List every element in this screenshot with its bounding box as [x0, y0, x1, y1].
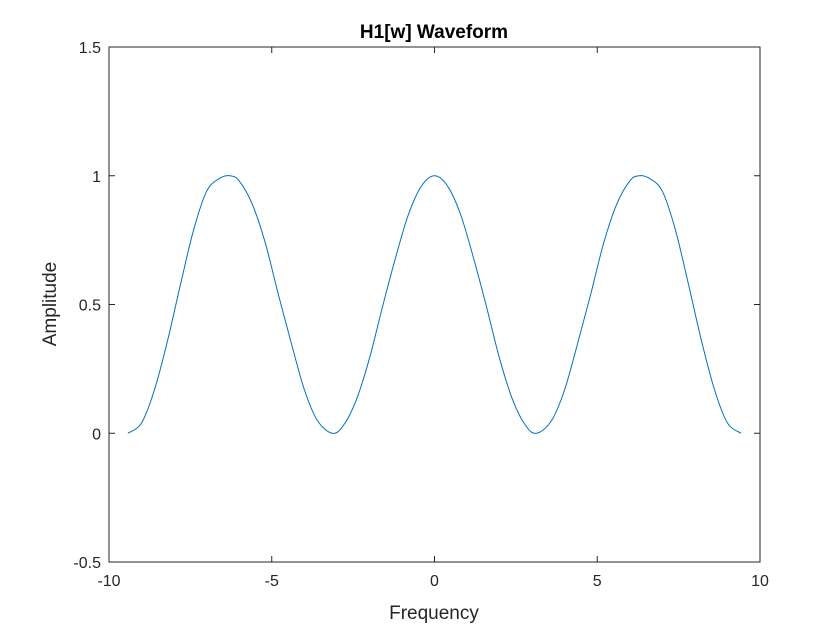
y-axis-tick-labels: -0.5 0 0.5 1 1.5 [73, 40, 101, 572]
y-tick-label: -0.5 [73, 555, 101, 572]
x-axis-tick-labels: -10 -5 0 5 10 [97, 573, 769, 590]
x-tick-label: 10 [751, 573, 769, 590]
y-tick-label: 0.5 [79, 298, 101, 315]
chart-title: H1[w] Waveform [360, 22, 508, 43]
y-axis-label: Amplitude [40, 262, 61, 347]
x-tick-label: -5 [265, 573, 279, 590]
axes-box [108, 46, 761, 563]
x-tick-label: 5 [593, 573, 602, 590]
y-tick-label: 1.5 [79, 40, 101, 57]
x-tick-label: -10 [97, 573, 120, 590]
x-axis-label: Frequency [389, 603, 479, 624]
series-line [127, 175, 742, 434]
plot-area [109, 47, 760, 562]
y-tick-label: 1 [92, 169, 101, 186]
x-tick-label: 0 [430, 573, 439, 590]
series-layer [127, 175, 742, 434]
y-tick-label: 0 [92, 426, 101, 443]
